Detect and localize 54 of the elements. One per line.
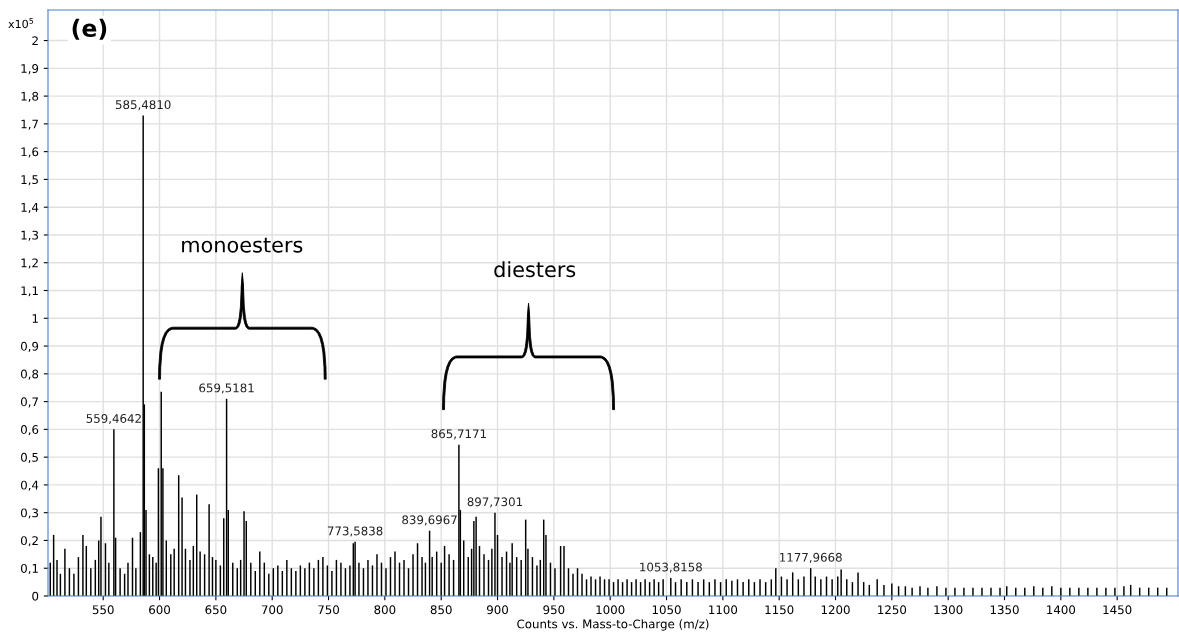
y-tick-label: 0,1	[20, 563, 38, 575]
x-tick-label: 1350	[990, 605, 1019, 615]
annotation: 773,5838	[327, 526, 383, 537]
y-tick-label: 1,7	[21, 119, 38, 130]
y-tick-label: 0,9	[20, 341, 39, 352]
y-tick-label: 0,7	[20, 397, 38, 408]
x-tick-label: 1400	[1047, 605, 1076, 615]
y-tick-label: 1,1	[21, 286, 38, 297]
y-tick-label: 1,8	[21, 91, 39, 102]
y-tick-label: 0,6	[20, 425, 39, 436]
y-tick-label: 0,4	[20, 480, 39, 491]
x-tick-label: 750	[318, 605, 340, 615]
x-tick-label: 1450	[1103, 605, 1132, 615]
y-tick-label: 0	[32, 591, 39, 601]
x-tick-label: 950	[543, 605, 565, 615]
annotation: 1177,9668	[780, 552, 842, 563]
y-tick-label: 1,5	[21, 175, 38, 186]
y-tick-label: 2	[32, 36, 38, 46]
y-tick-label: 0,3	[20, 508, 39, 519]
x-tick-label: 1100	[709, 605, 738, 615]
x-tick-label: 1250	[878, 605, 907, 615]
annotation: 865,7171	[431, 429, 486, 440]
x-tick-label: 550	[92, 605, 114, 615]
x-axis-title: Counts vs. Mass-to-Charge (m/z)	[517, 619, 709, 631]
x-tick-label: 1200	[821, 605, 850, 615]
x-tick-label: 900	[487, 605, 508, 615]
y-tick-label: 1	[32, 314, 38, 323]
y-tick-label: 0,8	[20, 369, 39, 380]
annotation: (e)	[72, 18, 107, 40]
annotation: 659,5181	[199, 383, 254, 394]
x-tick-label: 800	[374, 605, 396, 615]
annotation: 839,6967	[402, 515, 457, 526]
x-tick-label: 650	[205, 605, 227, 615]
y-tick-label: 1,3	[21, 230, 39, 241]
annotation: 585,4810	[115, 100, 171, 111]
y-tick-label: 0,2	[20, 536, 38, 547]
x-tick-label: 850	[430, 605, 452, 615]
x-tick-label: 700	[261, 605, 283, 615]
annotation: 897,7301	[467, 497, 523, 508]
x-tick-label: 1050	[652, 605, 681, 615]
x-tick-label: 1000	[596, 605, 625, 615]
x-tick-label: 1300	[934, 605, 963, 615]
y-tick-label: 0,5	[20, 452, 38, 463]
x-tick-label: 1150	[765, 605, 794, 615]
annotation: 559,4642	[86, 413, 141, 425]
text: x10$^{5}$	[8, 18, 34, 29]
annotation: monoesters	[182, 237, 303, 253]
x-tick-label: 600	[149, 605, 171, 615]
annotation: diesters	[494, 261, 576, 278]
annotation: 1053,8158	[640, 562, 702, 573]
y-tick-label: 1,4	[21, 203, 39, 214]
y-tick-label: 1,6	[21, 147, 39, 158]
y-tick-label: 1,9	[21, 64, 39, 75]
y-tick-label: 1,2	[21, 258, 38, 269]
